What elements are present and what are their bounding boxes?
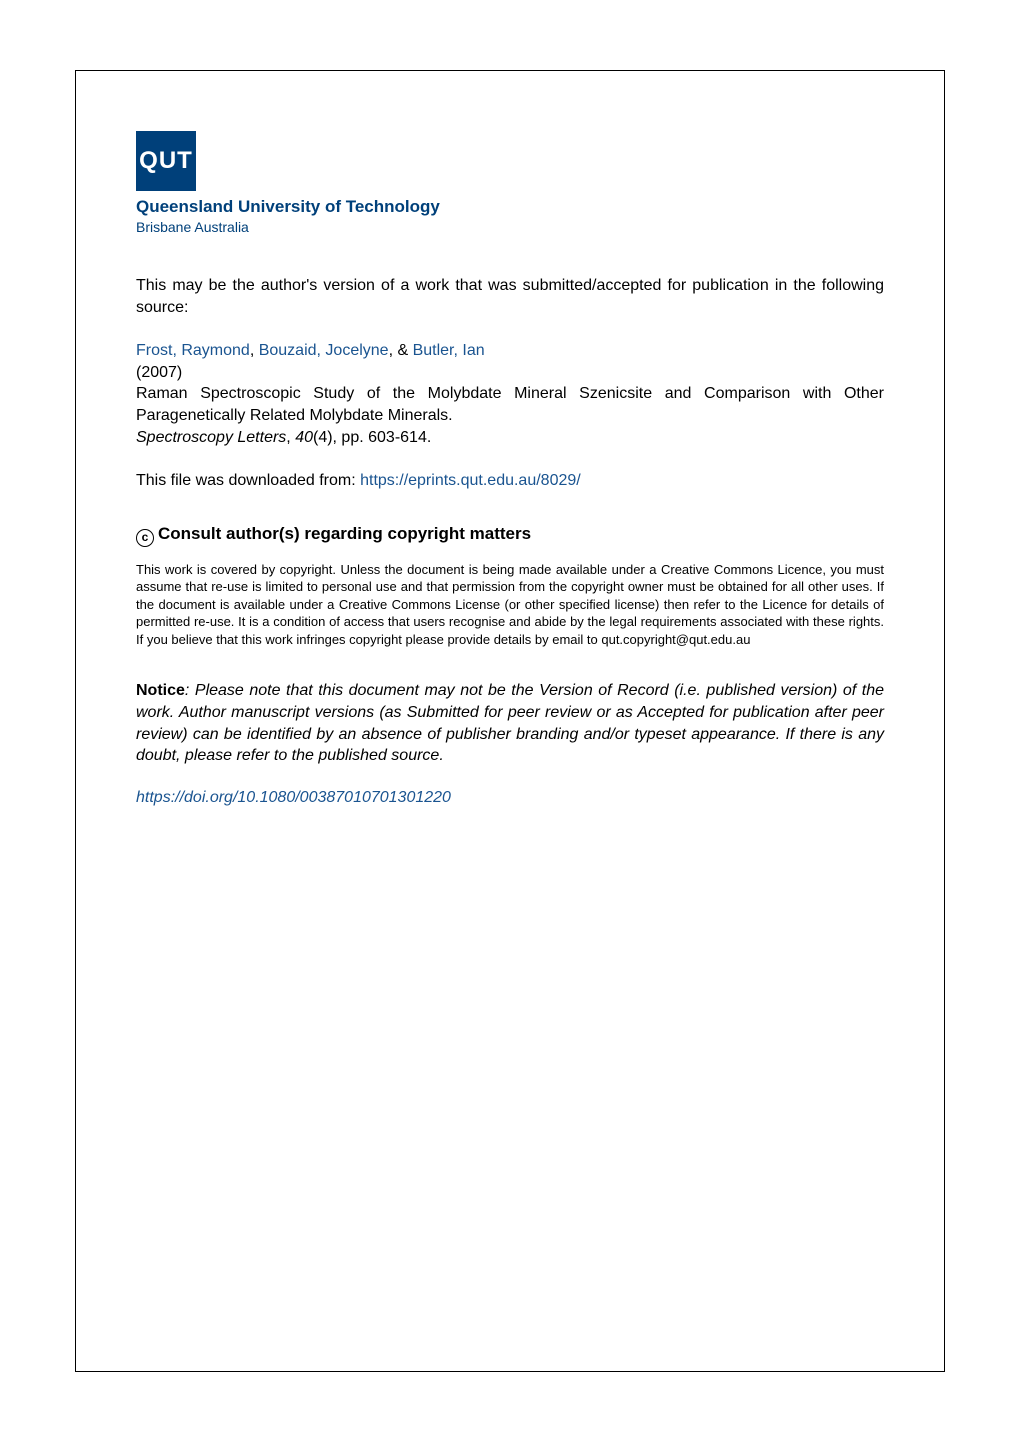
- header-block: QUT Queensland University of Technology …: [136, 131, 884, 275]
- publication-year: (2007): [136, 362, 884, 384]
- download-link[interactable]: https://eprints.qut.edu.au/8029/: [360, 472, 581, 489]
- publication-title: Raman Spectroscopic Study of the Molybda…: [136, 383, 884, 426]
- copyright-heading: cConsult author(s) regarding copyright m…: [136, 524, 884, 547]
- journal-issue-pages: (4), pp. 603-614.: [313, 429, 431, 446]
- preamble-text: This may be the author's version of a wo…: [136, 275, 884, 318]
- notice-body: Please note that this document may not b…: [136, 682, 884, 764]
- author-link-2[interactable]: Bouzaid, Jocelyne: [259, 342, 389, 359]
- journal-line: Spectroscopy Letters, 40(4), pp. 603-614…: [136, 427, 884, 449]
- qut-logo: QUT: [136, 131, 196, 191]
- institution-location: Brisbane Australia: [136, 219, 884, 235]
- author-sep-2: , &: [389, 342, 413, 359]
- author-link-3[interactable]: Butler, Ian: [413, 342, 485, 359]
- copyright-heading-text: Consult author(s) regarding copyright ma…: [158, 524, 531, 543]
- copyright-icon: c: [136, 529, 154, 547]
- notice-sep: :: [185, 682, 195, 699]
- journal-sep: ,: [286, 429, 295, 446]
- author-sep-1: ,: [250, 342, 259, 359]
- institution-name: Queensland University of Technology: [136, 197, 884, 217]
- notice-label: Notice: [136, 682, 185, 699]
- author-link-1[interactable]: Frost, Raymond: [136, 342, 250, 359]
- authors-line: Frost, Raymond, Bouzaid, Jocelyne, & But…: [136, 340, 884, 362]
- journal-volume: 40: [295, 429, 313, 446]
- copyright-body: This work is covered by copyright. Unles…: [136, 561, 884, 649]
- download-line: This file was downloaded from: https://e…: [136, 470, 884, 492]
- document-frame: QUT Queensland University of Technology …: [75, 70, 945, 1372]
- doi-link[interactable]: https://doi.org/10.1080/0038701070130122…: [136, 789, 451, 806]
- download-prefix: This file was downloaded from:: [136, 472, 360, 489]
- qut-logo-text: QUT: [139, 147, 193, 175]
- doi-line: https://doi.org/10.1080/0038701070130122…: [136, 789, 884, 807]
- journal-name: Spectroscopy Letters: [136, 429, 286, 446]
- notice-block: Notice: Please note that this document m…: [136, 680, 884, 766]
